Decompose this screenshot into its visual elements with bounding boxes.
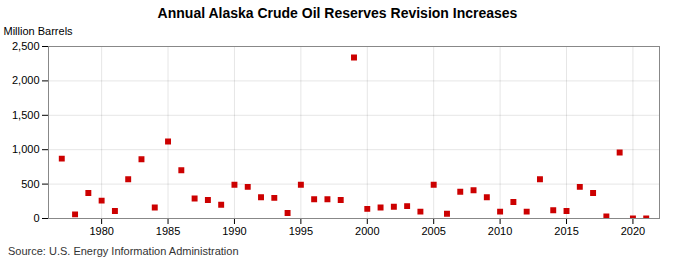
svg-text:2005: 2005 [421,225,445,237]
svg-text:2,500: 2,500 [12,40,40,52]
svg-text:1,500: 1,500 [12,109,40,121]
svg-text:1990: 1990 [222,225,246,237]
svg-text:2015: 2015 [554,225,578,237]
svg-text:2000: 2000 [355,225,379,237]
svg-text:500: 500 [21,178,39,190]
svg-text:1,000: 1,000 [12,143,40,155]
svg-text:2,000: 2,000 [12,74,40,86]
svg-text:1995: 1995 [289,225,313,237]
svg-text:2010: 2010 [488,225,512,237]
html-text:Annual Alaska Crude Oil Reserv: Annual Alaska Crude Oil Reserves Revisio… [157,5,518,21]
svg-text:0: 0 [33,212,39,224]
svg-text:Million Barrels: Million Barrels [4,25,74,37]
svg-text:1980: 1980 [89,225,113,237]
html-text:Source: U.S. Energy Informatio: Source: U.S. Energy Information Administ… [8,245,239,257]
svg-text:1985: 1985 [156,225,180,237]
svg-text:2020: 2020 [621,225,645,237]
